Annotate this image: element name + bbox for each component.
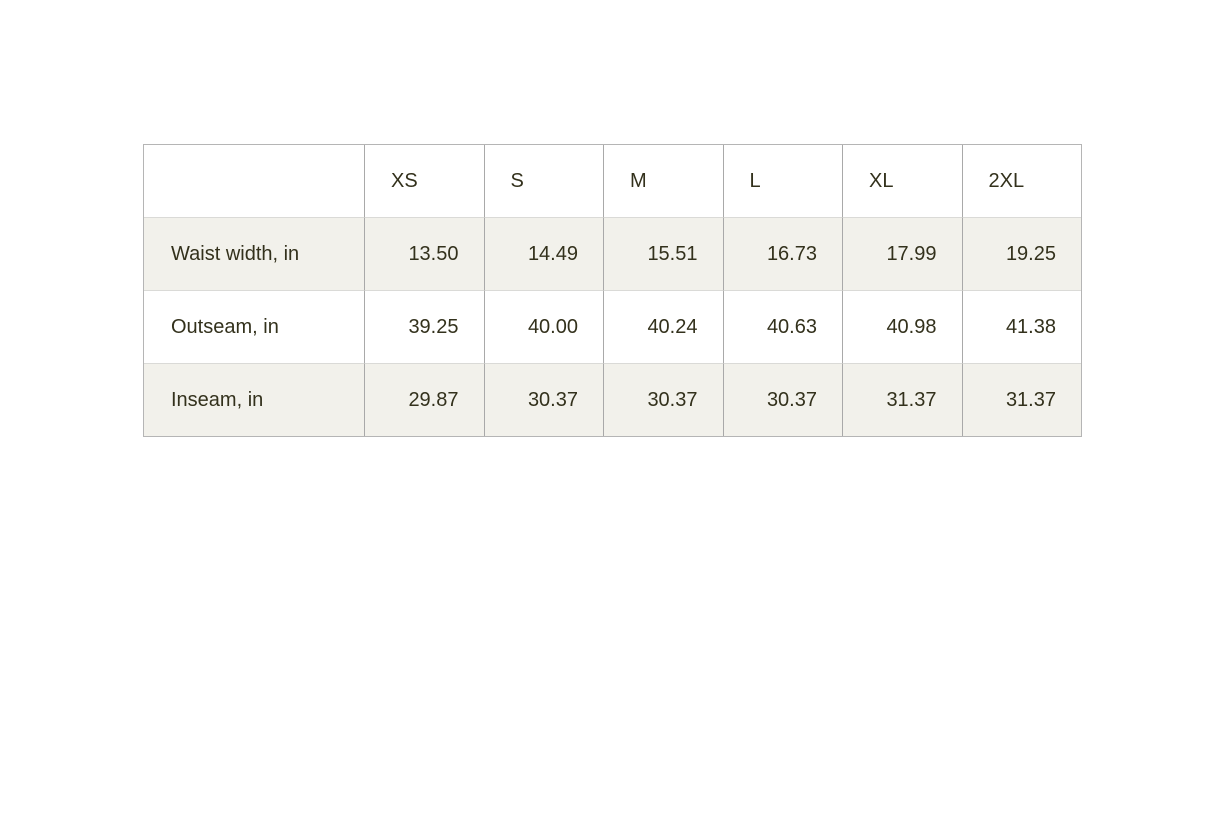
value-cell: 41.38 <box>961 290 1081 363</box>
size-column-header-xs: XS <box>364 145 484 217</box>
table-body: Waist width, in 13.50 14.49 15.51 16.73 … <box>144 217 1081 436</box>
value-cell: 40.98 <box>842 290 962 363</box>
value-cell: 30.37 <box>722 363 842 436</box>
value-cell: 30.37 <box>603 363 723 436</box>
size-chart-table: XS S M L XL 2XL Waist width, in 13.50 14… <box>143 144 1082 437</box>
value-cell: 31.37 <box>961 363 1081 436</box>
value-cell: 39.25 <box>364 290 484 363</box>
size-chart-section: XS S M L XL 2XL Waist width, in 13.50 14… <box>143 144 1082 437</box>
row-label-cell: Inseam, in <box>144 363 364 436</box>
size-column-header-xl: XL <box>842 145 962 217</box>
value-cell: 13.50 <box>364 217 484 290</box>
size-column-header-m: M <box>603 145 723 217</box>
corner-header-cell <box>144 145 364 217</box>
value-cell: 17.99 <box>842 217 962 290</box>
value-cell: 40.63 <box>722 290 842 363</box>
table-row-waist-width: Waist width, in 13.50 14.49 15.51 16.73 … <box>144 217 1081 290</box>
table-row-inseam: Inseam, in 29.87 30.37 30.37 30.37 31.37… <box>144 363 1081 436</box>
value-cell: 19.25 <box>961 217 1081 290</box>
table-row-outseam: Outseam, in 39.25 40.00 40.24 40.63 40.9… <box>144 290 1081 363</box>
row-label-cell: Waist width, in <box>144 217 364 290</box>
value-cell: 15.51 <box>603 217 723 290</box>
table-header: XS S M L XL 2XL <box>144 145 1081 217</box>
header-row: XS S M L XL 2XL <box>144 145 1081 217</box>
row-label-cell: Outseam, in <box>144 290 364 363</box>
value-cell: 40.24 <box>603 290 723 363</box>
size-column-header-l: L <box>722 145 842 217</box>
value-cell: 30.37 <box>483 363 603 436</box>
value-cell: 40.00 <box>483 290 603 363</box>
size-column-header-s: S <box>483 145 603 217</box>
size-column-header-2xl: 2XL <box>961 145 1081 217</box>
value-cell: 14.49 <box>483 217 603 290</box>
value-cell: 16.73 <box>722 217 842 290</box>
value-cell: 31.37 <box>842 363 962 436</box>
value-cell: 29.87 <box>364 363 484 436</box>
